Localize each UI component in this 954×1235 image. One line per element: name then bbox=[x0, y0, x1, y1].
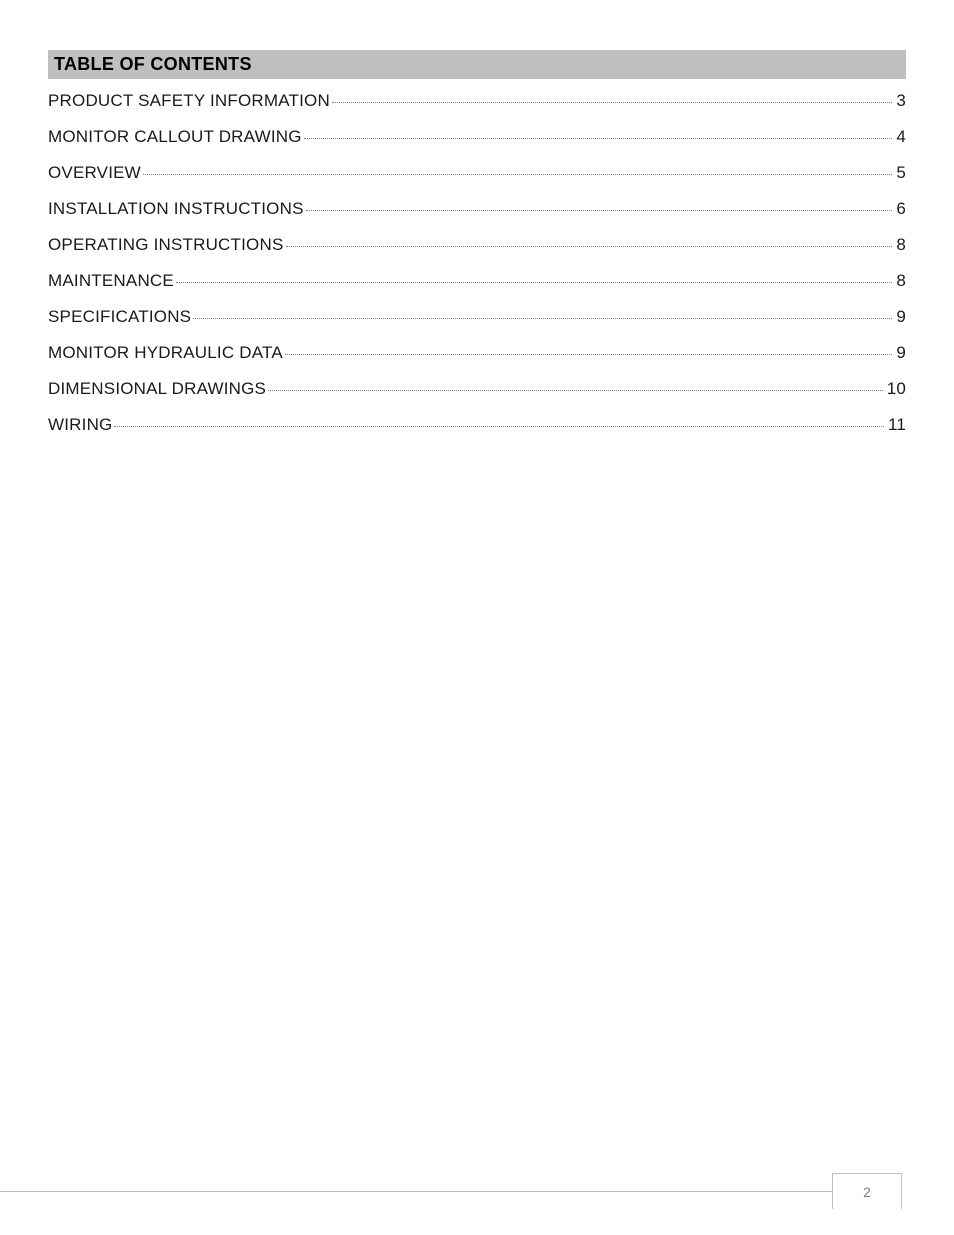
toc-leader bbox=[143, 158, 892, 175]
footer-rule bbox=[0, 1191, 902, 1192]
toc-entry-title: OPERATING INSTRUCTIONS bbox=[48, 235, 284, 255]
toc-entry-page: 9 bbox=[894, 343, 906, 363]
toc-entry: INSTALLATION INSTRUCTIONS 6 bbox=[48, 197, 906, 219]
toc-entry-title: PRODUCT SAFETY INFORMATION bbox=[48, 91, 330, 111]
toc-entry-title: MONITOR HYDRAULIC DATA bbox=[48, 343, 283, 363]
toc-entry-page: 5 bbox=[894, 163, 906, 183]
toc-leader bbox=[268, 374, 883, 391]
toc-leader bbox=[176, 266, 892, 283]
toc-entry-title: DIMENSIONAL DRAWINGS bbox=[48, 379, 266, 399]
toc-leader bbox=[286, 230, 893, 247]
toc-entry: MONITOR HYDRAULIC DATA 9 bbox=[48, 341, 906, 363]
toc-leader bbox=[114, 410, 883, 427]
toc-leader bbox=[306, 194, 893, 211]
toc-header: TABLE OF CONTENTS bbox=[48, 50, 906, 79]
toc-entry: MONITOR CALLOUT DRAWING 4 bbox=[48, 125, 906, 147]
toc-entry: DIMENSIONAL DRAWINGS 10 bbox=[48, 377, 906, 399]
toc-entry-page: 6 bbox=[894, 199, 906, 219]
toc-entry-page: 8 bbox=[894, 235, 906, 255]
toc-entry: MAINTENANCE 8 bbox=[48, 269, 906, 291]
toc-leader bbox=[332, 86, 892, 103]
toc-leader bbox=[304, 122, 893, 139]
toc-entry-title: OVERVIEW bbox=[48, 163, 141, 183]
page-content: TABLE OF CONTENTS PRODUCT SAFETY INFORMA… bbox=[0, 0, 954, 435]
toc-entry: SPECIFICATIONS 9 bbox=[48, 305, 906, 327]
toc-entry-page: 10 bbox=[885, 379, 906, 399]
toc-entry-title: INSTALLATION INSTRUCTIONS bbox=[48, 199, 304, 219]
toc-entry-page: 11 bbox=[886, 415, 906, 435]
toc-entry: OVERVIEW 5 bbox=[48, 161, 906, 183]
toc-entry: OPERATING INSTRUCTIONS 8 bbox=[48, 233, 906, 255]
toc-leader bbox=[193, 302, 892, 319]
toc-entry-page: 4 bbox=[894, 127, 906, 147]
toc-entry-page: 8 bbox=[894, 271, 906, 291]
toc-entry: PRODUCT SAFETY INFORMATION 3 bbox=[48, 89, 906, 111]
toc-entry-page: 3 bbox=[894, 91, 906, 111]
toc-entry-title: SPECIFICATIONS bbox=[48, 307, 191, 327]
toc-entry: WIRING 11 bbox=[48, 413, 906, 435]
page-number-box: 2 bbox=[832, 1173, 902, 1209]
toc-entry-page: 9 bbox=[894, 307, 906, 327]
page-footer: 2 bbox=[0, 1173, 954, 1215]
toc-entry-title: WIRING bbox=[48, 415, 112, 435]
toc-entry-title: MAINTENANCE bbox=[48, 271, 174, 291]
toc-list: PRODUCT SAFETY INFORMATION 3 MONITOR CAL… bbox=[48, 89, 906, 435]
toc-leader bbox=[285, 338, 892, 355]
page-number: 2 bbox=[863, 1184, 871, 1200]
toc-entry-title: MONITOR CALLOUT DRAWING bbox=[48, 127, 302, 147]
